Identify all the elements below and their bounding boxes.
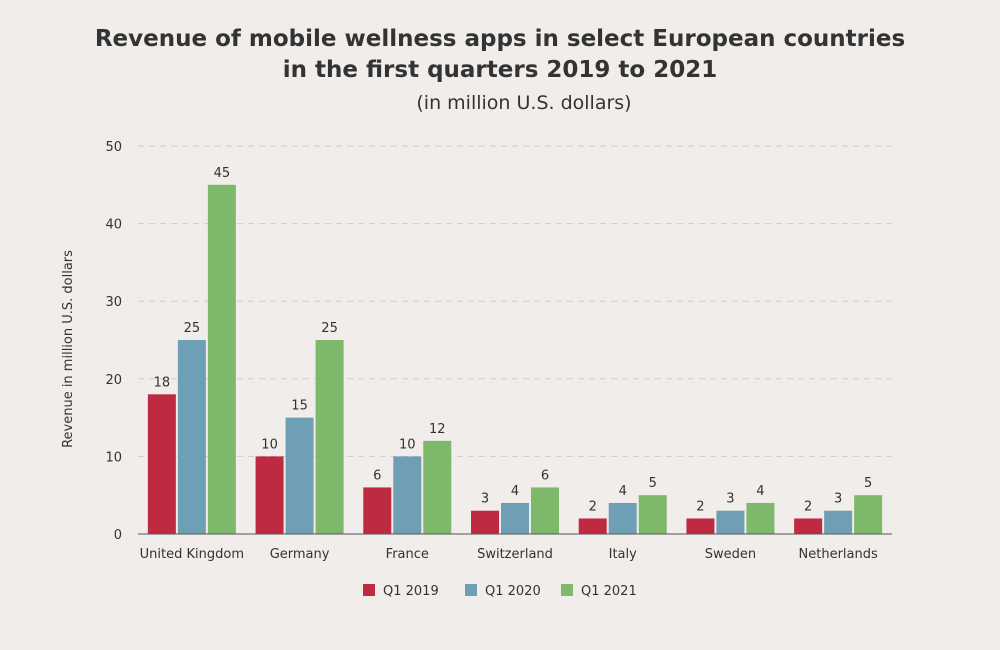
chart-subtitle: (in million U.S. dollars) [416, 92, 631, 114]
chart-title-line2: in the first quarters 2019 to 2021 [283, 57, 718, 83]
chart-title: Revenue of mobile wellness apps in selec… [95, 26, 905, 52]
data-label: 5 [649, 476, 657, 491]
y-tick-label: 20 [105, 373, 122, 388]
data-label: 2 [696, 499, 704, 514]
bar-q1-2020 [608, 502, 637, 534]
data-label: 10 [399, 437, 416, 452]
data-label: 2 [589, 499, 597, 514]
data-label: 2 [804, 499, 812, 514]
bar-q1-2021 [207, 184, 236, 535]
bar-q1-2020 [824, 510, 853, 534]
bar-q1-2020 [177, 340, 206, 534]
y-tick-label: 10 [105, 450, 122, 465]
data-label: 12 [429, 422, 446, 437]
legend-label: Q1 2020 [485, 584, 541, 599]
x-tick-label: Italy [609, 547, 638, 562]
bar-q1-2021 [746, 502, 775, 534]
data-label: 4 [619, 484, 627, 499]
bar-q1-2020 [393, 456, 422, 534]
bar-q1-2021 [531, 487, 559, 534]
bar-q1-2019 [578, 518, 607, 534]
legend-swatch [465, 584, 477, 596]
bar-q1-2020 [501, 502, 529, 534]
bar-q1-2021 [854, 495, 883, 534]
x-tick-label: France [386, 547, 429, 562]
data-label: 18 [154, 375, 171, 390]
bar-q1-2019 [255, 456, 284, 534]
y-axis-ticks: 0 10 20 30 40 50 [105, 140, 122, 543]
x-tick-label: Netherlands [799, 547, 878, 562]
y-tick-label: 30 [105, 295, 122, 310]
bar-q1-2019 [794, 518, 823, 534]
data-label: 15 [291, 399, 308, 414]
x-tick-label: Sweden [705, 547, 756, 562]
bars [147, 184, 883, 535]
legend-swatch [561, 584, 573, 596]
y-tick-label: 0 [114, 528, 122, 543]
x-tick-label: United Kingdom [140, 547, 244, 562]
data-label: 3 [726, 492, 734, 507]
data-label: 4 [511, 484, 519, 499]
x-axis-ticks: United Kingdom Germany France Switzerland It… [140, 547, 878, 562]
x-tick-label: Germany [270, 547, 330, 562]
data-label: 25 [321, 321, 338, 336]
data-label: 6 [373, 468, 381, 483]
legend: Q1 2019 Q1 2020 Q1 2021 [363, 584, 637, 599]
legend-label: Q1 2021 [581, 584, 637, 599]
data-label: 3 [834, 492, 842, 507]
data-label: 10 [261, 437, 278, 452]
bar-q1-2021 [315, 340, 344, 534]
legend-swatch [363, 584, 375, 596]
data-label: 45 [214, 166, 231, 181]
bar-q1-2020 [716, 510, 745, 534]
data-label: 6 [541, 468, 549, 483]
bar-q1-2019 [147, 394, 176, 534]
bar-q1-2021 [423, 440, 452, 534]
data-label: 3 [481, 492, 489, 507]
gridlines [138, 145, 892, 457]
bar-q1-2021 [638, 495, 667, 534]
data-label: 5 [864, 476, 872, 491]
bar-q1-2019 [686, 518, 715, 534]
bar-q1-2019 [471, 510, 499, 534]
y-axis-label: Revenue in million U.S. dollars [61, 250, 76, 448]
bar-q1-2019 [363, 487, 392, 534]
data-label: 4 [756, 484, 764, 499]
data-label: 25 [184, 321, 201, 336]
x-tick-label: Switzerland [477, 547, 553, 562]
legend-label: Q1 2019 [383, 584, 439, 599]
y-tick-label: 50 [105, 140, 122, 155]
bar-q1-2020 [285, 417, 314, 534]
y-tick-label: 40 [105, 218, 122, 233]
